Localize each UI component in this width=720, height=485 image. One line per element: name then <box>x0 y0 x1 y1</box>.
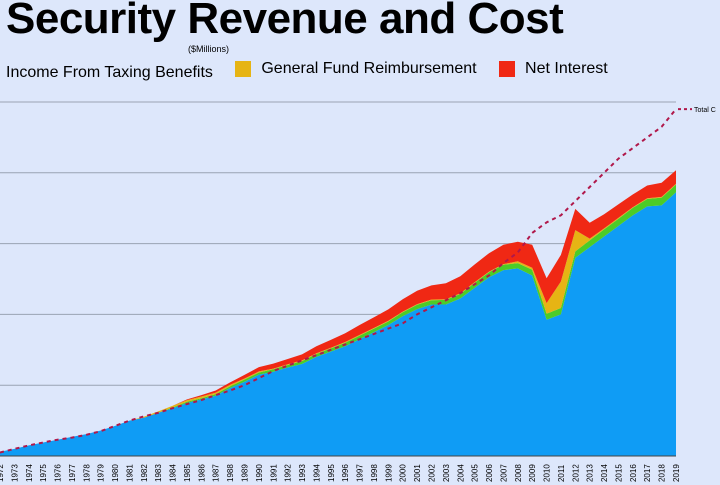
x-tick-label: 2013 <box>586 464 595 482</box>
legend-label-general-fund: General Fund Reimbursement <box>261 60 477 77</box>
x-tick-label: 2017 <box>643 464 652 482</box>
x-tick-label: 1973 <box>10 464 19 482</box>
x-tick-label: 2010 <box>543 464 552 482</box>
x-tick-label: 2007 <box>499 464 508 482</box>
x-tick-label: 1976 <box>54 464 63 482</box>
x-tick-label: 1979 <box>97 464 106 482</box>
x-tick-label: 1974 <box>25 464 34 482</box>
x-tick-label: 1994 <box>312 464 321 482</box>
legend-item-income: Income From Taxing Benefits <box>6 64 213 82</box>
x-tick-label: 1990 <box>255 464 264 482</box>
chart-title: Security Revenue and Cost <box>6 0 564 43</box>
x-tick-label: 2019 <box>672 464 681 482</box>
x-tick-label: 1986 <box>197 464 206 482</box>
x-tick-label: 1987 <box>212 464 221 482</box>
x-tick-label: 1991 <box>269 464 278 482</box>
legend-label-net-interest: Net Interest <box>525 60 608 77</box>
x-tick-label: 1982 <box>140 464 149 482</box>
x-tick-label: 2005 <box>471 464 480 482</box>
x-tick-label: 1972 <box>0 464 5 482</box>
x-tick-label: 1981 <box>125 464 134 482</box>
legend-swatch-general-fund <box>235 61 252 77</box>
legend: Income From Taxing Benefits General Fund… <box>6 60 626 82</box>
x-tick-label: 2018 <box>658 464 667 482</box>
x-tick-label: 2002 <box>427 464 436 482</box>
x-tick-label: 1977 <box>68 464 77 482</box>
total-cost-label: Total C <box>694 107 716 114</box>
x-tick-label: 1978 <box>82 464 91 482</box>
x-tick-label: 1983 <box>154 464 163 482</box>
x-tick-label: 1985 <box>183 464 192 482</box>
x-tick-label: 2004 <box>456 464 465 482</box>
x-tick-label: 1996 <box>341 464 350 482</box>
legend-swatch-net-interest <box>499 61 516 77</box>
x-tick-label: 2012 <box>571 464 580 482</box>
x-tick-label: 2008 <box>514 464 523 482</box>
x-tick-label: 1999 <box>384 464 393 482</box>
legend-item-net-interest: Net Interest <box>499 60 608 78</box>
x-tick-label: 1984 <box>169 464 178 482</box>
x-tick-label: 2011 <box>557 464 566 482</box>
x-tick-label: 2014 <box>600 464 609 482</box>
x-tick-label: 1998 <box>370 464 379 482</box>
x-tick-label: 2015 <box>614 464 623 482</box>
x-tick-label: 2000 <box>399 464 408 482</box>
x-tick-label: 1975 <box>39 464 48 482</box>
x-tick-label: 1992 <box>284 464 293 482</box>
x-tick-label: 2006 <box>485 464 494 482</box>
legend-label-income: Income From Taxing Benefits <box>6 64 213 81</box>
x-tick-label: 1995 <box>327 464 336 482</box>
total-cost-line <box>0 108 677 454</box>
x-tick-label: 1997 <box>356 464 365 482</box>
x-tick-label: 2003 <box>442 464 451 482</box>
x-tick-label: 1989 <box>241 464 250 482</box>
chart-subtitle: ($Millions) <box>188 44 230 54</box>
area-series-0 <box>0 192 676 457</box>
x-tick-label: 2016 <box>629 464 638 482</box>
x-tick-label: 1993 <box>298 464 307 482</box>
x-tick-label: 1980 <box>111 464 120 482</box>
x-tick-label: 2009 <box>528 464 537 482</box>
legend-item-general-fund: General Fund Reimbursement <box>235 60 477 78</box>
x-tick-label: 1988 <box>226 464 235 482</box>
x-tick-label: 2001 <box>413 464 422 482</box>
